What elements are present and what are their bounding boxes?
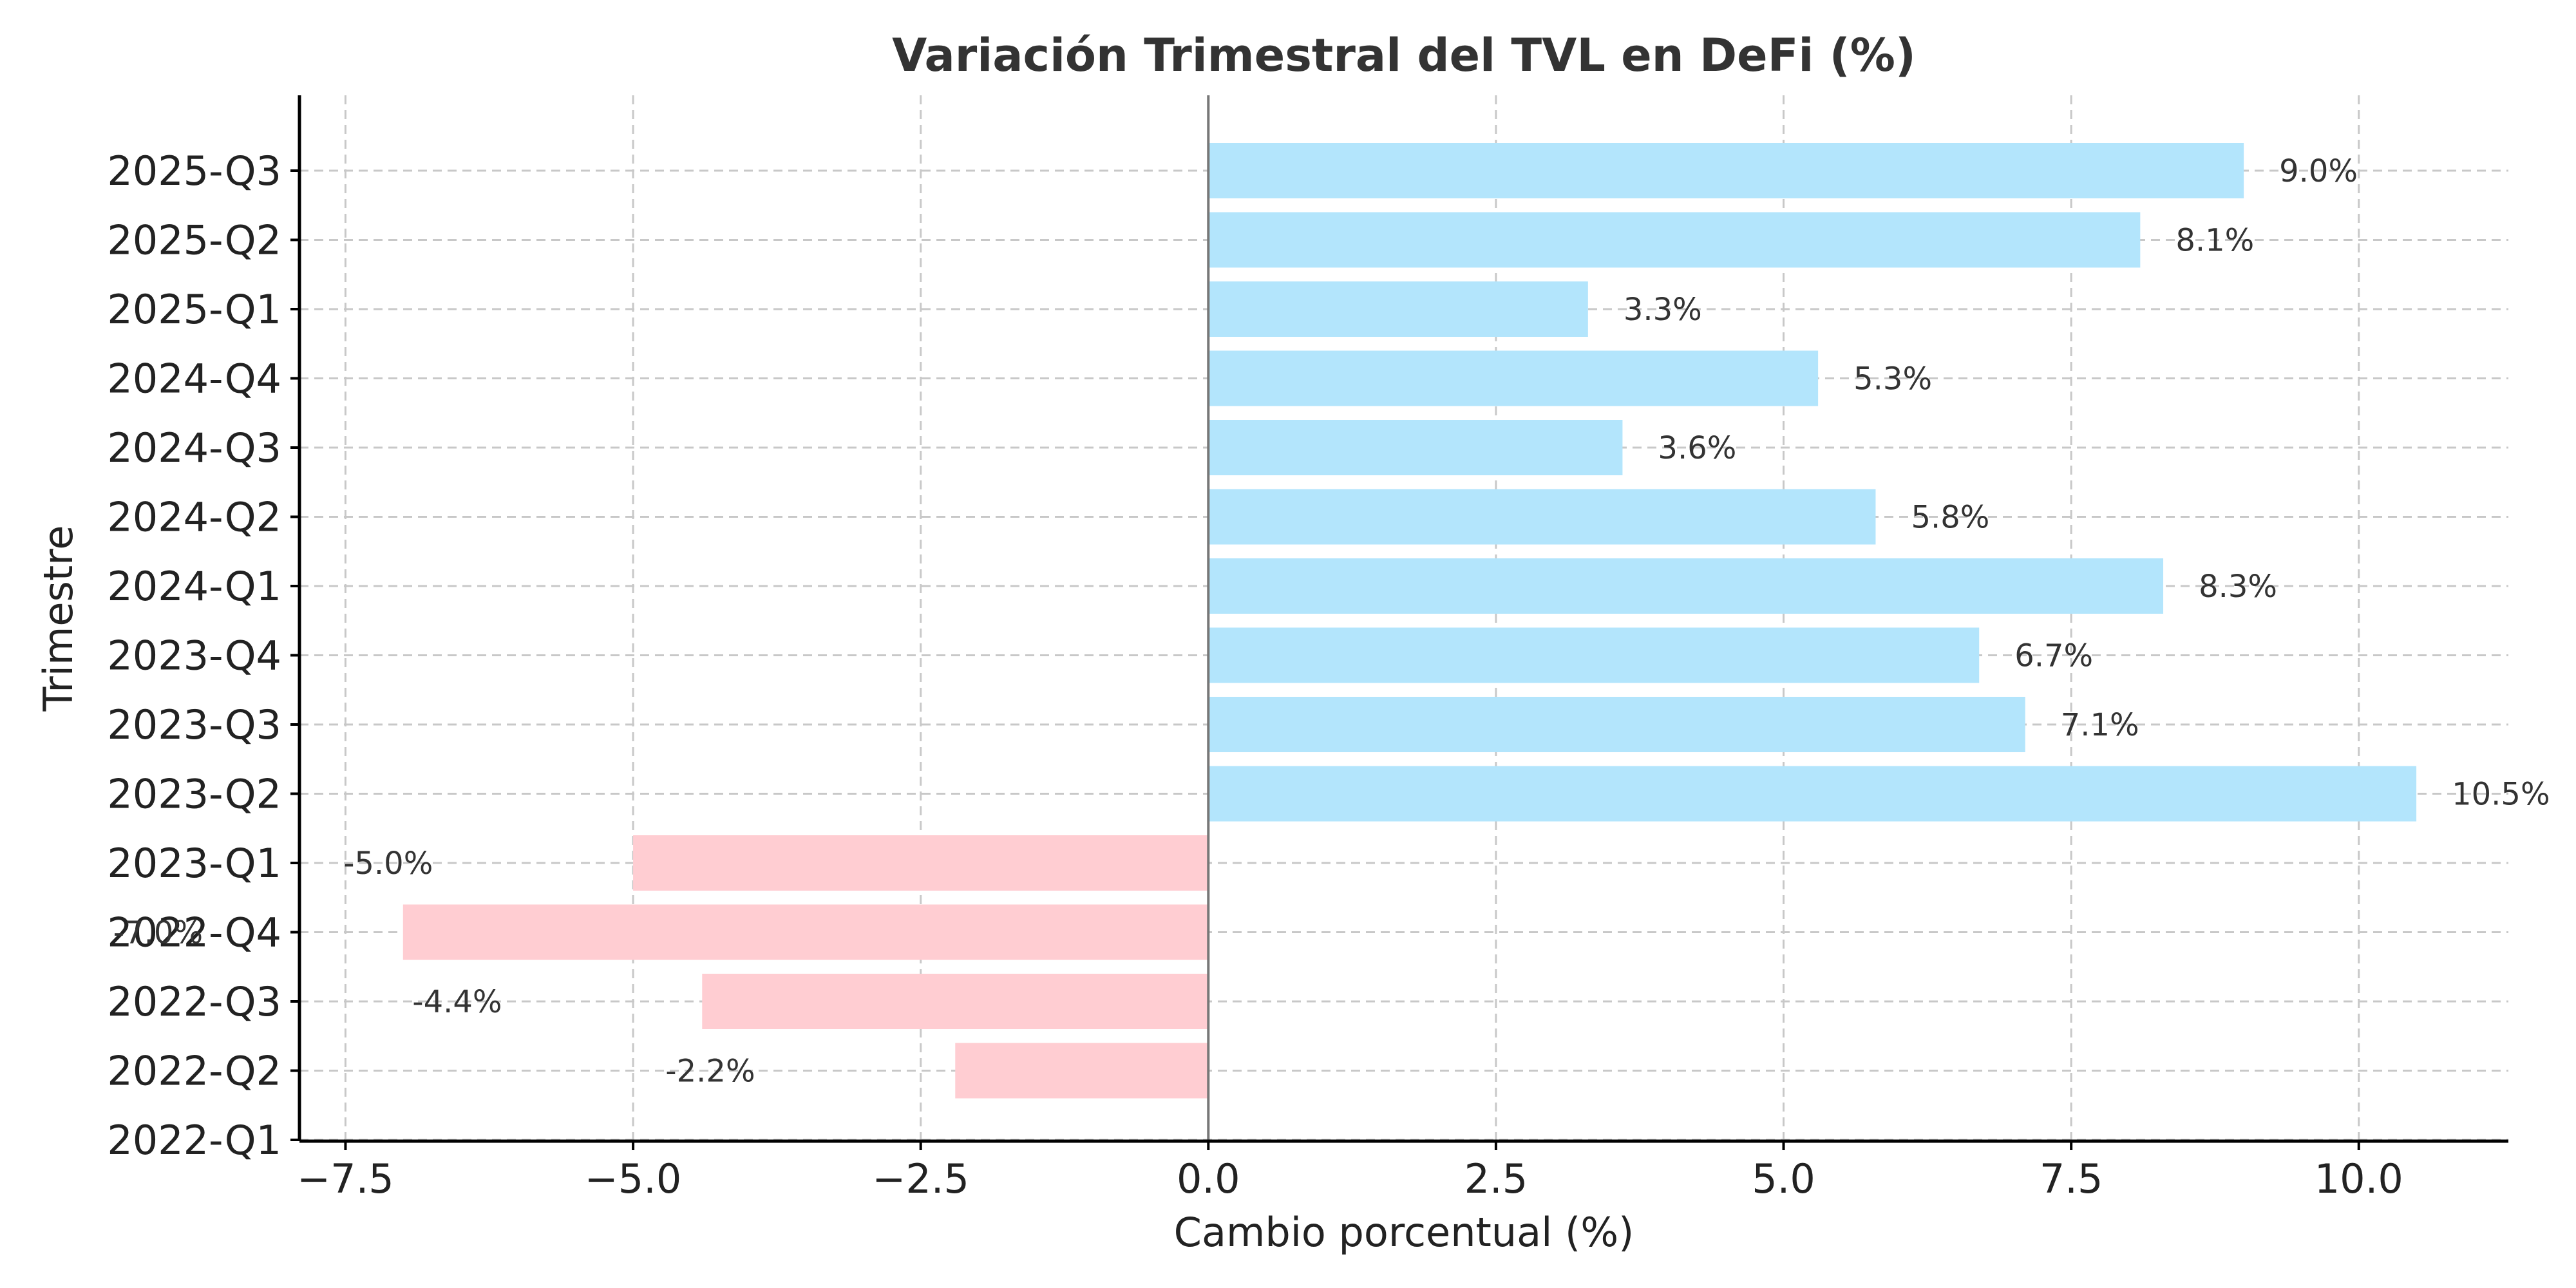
data-label: 8.3% — [2199, 569, 2277, 605]
x-tick-label: −5.0 — [585, 1155, 682, 1202]
data-label: 7.1% — [2061, 707, 2139, 743]
bar — [1208, 627, 1980, 683]
y-tick-label: 2023-Q4 — [107, 632, 281, 679]
data-label: 10.5% — [2452, 777, 2550, 813]
y-tick-label: 2023-Q1 — [107, 840, 281, 887]
y-tick-label: 2025-Q3 — [107, 147, 281, 194]
data-label: 5.8% — [1911, 500, 1989, 536]
y-tick-label: 2024-Q1 — [107, 563, 281, 610]
bar — [1208, 281, 1588, 337]
y-tick-label: 2022-Q3 — [107, 978, 281, 1025]
y-tick-label: 2023-Q3 — [107, 701, 281, 748]
x-tick-label: 2.5 — [1464, 1155, 1528, 1202]
data-labels: -2.2% -4.4% -7.0% -5.0% 10.5% 7.1% 6.7% 8.3% 5.8… — [113, 153, 2550, 1090]
y-tick-label: 2024-Q4 — [107, 355, 281, 402]
bar — [1208, 697, 2025, 752]
x-tick-label: 7.5 — [2040, 1155, 2103, 1202]
bar — [702, 974, 1209, 1029]
y-tick-label: 2022-Q2 — [107, 1048, 281, 1095]
y-tick-label: 2024-Q3 — [107, 424, 281, 471]
data-label: 9.0% — [2279, 153, 2358, 189]
y-tick-label: 2022-Q1 — [107, 1117, 281, 1164]
data-label: 6.7% — [2014, 638, 2093, 674]
bar — [1208, 558, 2164, 614]
data-label: 8.1% — [2175, 223, 2254, 259]
bar — [1208, 212, 2141, 268]
bar — [1208, 350, 1819, 406]
y-tick-label: 2022-Q4 — [107, 909, 281, 956]
bar — [1208, 766, 2417, 822]
x-tick-label: 0.0 — [1177, 1155, 1240, 1202]
bar — [1208, 489, 1876, 545]
data-label: -7.0% — [113, 915, 203, 951]
y-tick-label: 2025-Q1 — [107, 286, 281, 333]
x-tick-label: 5.0 — [1752, 1155, 1815, 1202]
data-label: -4.4% — [412, 984, 502, 1020]
chart-title: Variación Trimestral del TVL en DeFi (%) — [892, 29, 1916, 82]
x-tick-label: −7.5 — [297, 1155, 394, 1202]
bar — [402, 904, 1209, 960]
bar — [633, 835, 1209, 891]
x-tick-label: −2.5 — [872, 1155, 969, 1202]
y-axis-label: Trimestre — [35, 526, 82, 712]
data-label: 3.6% — [1658, 430, 1736, 466]
x-axis-label: Cambio porcentual (%) — [1174, 1209, 1634, 1256]
y-tick-label: 2025-Q2 — [107, 217, 281, 264]
x-tick-label: 10.0 — [2315, 1155, 2403, 1202]
bar — [1208, 420, 1623, 475]
data-label: 3.3% — [1624, 292, 1702, 328]
bar — [955, 1043, 1209, 1099]
data-label: -2.2% — [665, 1054, 755, 1090]
data-label: 5.3% — [1853, 361, 1932, 397]
bars — [402, 143, 2417, 1099]
bar — [1208, 143, 2244, 198]
y-tick-label: 2023-Q2 — [107, 771, 281, 818]
y-tick-label: 2024-Q2 — [107, 494, 281, 541]
data-label: -5.0% — [343, 846, 433, 882]
axis-ticks: −7.5 −5.0 −2.5 0.0 2.5 5.0 7.5 10.0 2022-Q1 2022-… — [107, 147, 2403, 1202]
